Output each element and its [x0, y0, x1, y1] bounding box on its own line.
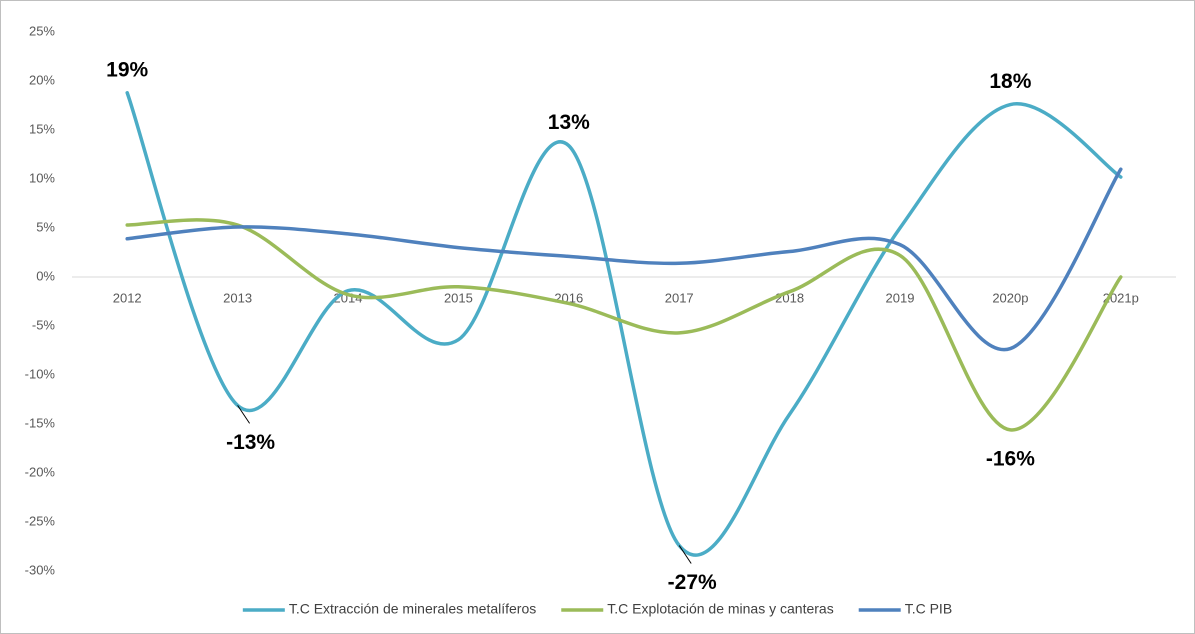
series-line	[125, 167, 1123, 352]
y-tick-label: -15%	[25, 415, 56, 430]
data-label: -27%	[668, 571, 717, 594]
x-tick-label: 2020p	[992, 290, 1028, 305]
y-tick-label: 0%	[36, 268, 55, 283]
leader-line	[678, 545, 692, 564]
legend-label: T.C Explotación de minas y canteras	[607, 601, 833, 617]
leader-line	[237, 405, 251, 424]
y-tick-label: 5%	[36, 219, 55, 234]
y-tick-label: 10%	[29, 170, 55, 185]
x-tick-label: 2013	[223, 290, 252, 305]
y-tick-label: -30%	[25, 562, 56, 577]
y-tick-label: 20%	[29, 72, 55, 87]
data-label: -16%	[986, 447, 1035, 470]
data-label: 19%	[106, 58, 148, 81]
y-tick-label: -10%	[25, 366, 56, 381]
y-tick-label: -25%	[25, 513, 56, 528]
x-tick-label: 2015	[444, 290, 473, 305]
y-tick-label: -20%	[25, 464, 56, 479]
data-label: -13%	[226, 431, 275, 454]
x-tick-label: 2012	[113, 290, 142, 305]
y-tick-label: 15%	[29, 121, 55, 136]
data-label: 13%	[548, 111, 590, 134]
x-tick-label: 2019	[886, 290, 915, 305]
x-tick-label: 2017	[665, 290, 694, 305]
y-tick-label: 25%	[29, 23, 55, 38]
legend-label: T.C PIB	[905, 601, 952, 617]
series-line	[125, 218, 1123, 432]
data-label: 18%	[989, 70, 1031, 93]
legend-label: T.C Extracción de minerales metalíferos	[289, 601, 536, 617]
series-line	[125, 91, 1123, 557]
y-tick-label: -5%	[32, 317, 56, 332]
